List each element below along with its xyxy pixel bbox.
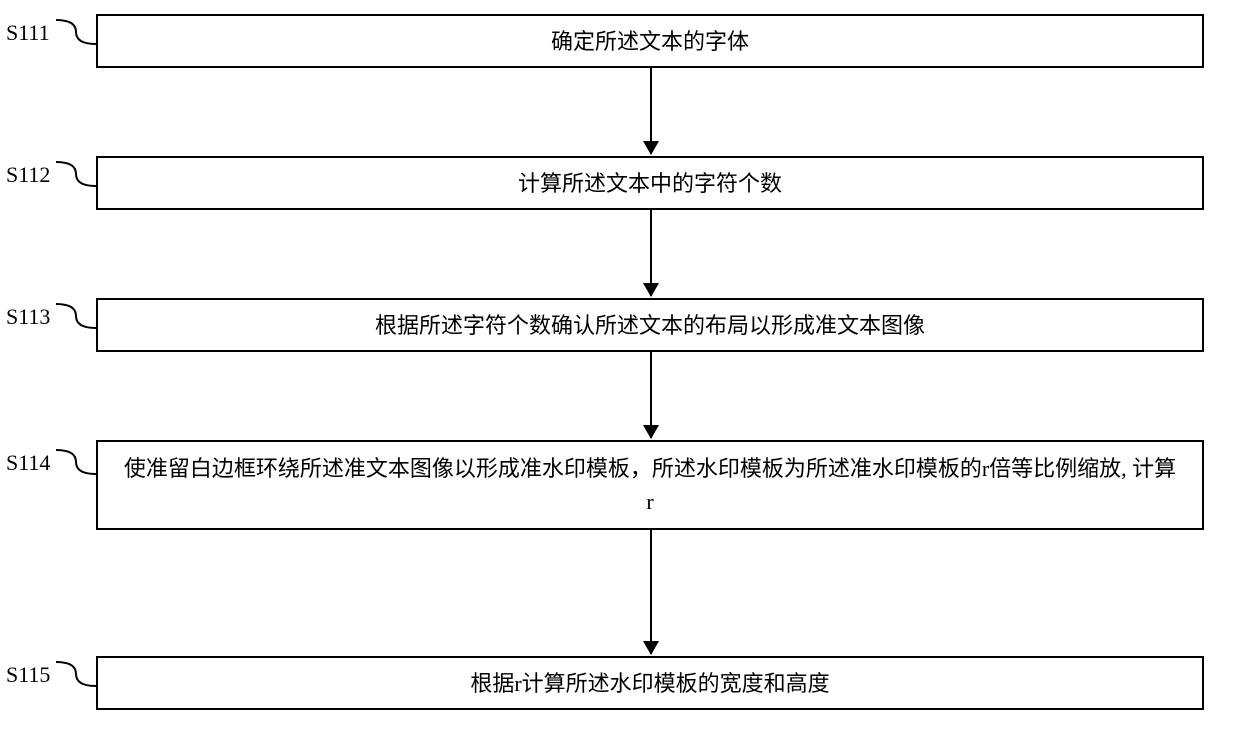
step-text: 根据所述字符个数确认所述文本的布局以形成准文本图像 xyxy=(375,309,925,342)
step-box-s114: 使准留白边框环绕所述准文本图像以形成准水印模板，所述水印模板为所述准水印模板的r… xyxy=(96,440,1204,530)
bracket-icon xyxy=(56,302,96,330)
step-box-s111: 确定所述文本的字体 xyxy=(96,14,1204,68)
step-box-s112: 计算所述文本中的字符个数 xyxy=(96,156,1204,210)
bracket-icon xyxy=(56,448,96,476)
bracket-icon xyxy=(56,660,96,688)
flowchart-canvas: S111 确定所述文本的字体 S112 计算所述文本中的字符个数 S113 根据… xyxy=(0,0,1240,742)
step-text: 确定所述文本的字体 xyxy=(551,25,749,58)
step-label-s115: S115 xyxy=(6,662,50,688)
step-text: 计算所述文本中的字符个数 xyxy=(518,167,782,200)
step-label-s112: S112 xyxy=(6,162,50,188)
arrow-s112-s113 xyxy=(650,210,652,296)
arrow-s114-s115 xyxy=(650,530,652,654)
bracket-icon xyxy=(56,18,96,46)
step-box-s113: 根据所述字符个数确认所述文本的布局以形成准文本图像 xyxy=(96,298,1204,352)
step-label-s113: S113 xyxy=(6,304,50,330)
step-label-s114: S114 xyxy=(6,450,50,476)
arrow-s111-s112 xyxy=(650,68,652,154)
arrow-s113-s114 xyxy=(650,352,652,438)
step-text: 使准留白边框环绕所述准文本图像以形成准水印模板，所述水印模板为所述准水印模板的r… xyxy=(122,452,1178,518)
bracket-icon xyxy=(56,160,96,188)
step-text: 根据r计算所述水印模板的宽度和高度 xyxy=(470,667,829,700)
step-box-s115: 根据r计算所述水印模板的宽度和高度 xyxy=(96,656,1204,710)
step-label-s111: S111 xyxy=(6,20,50,46)
